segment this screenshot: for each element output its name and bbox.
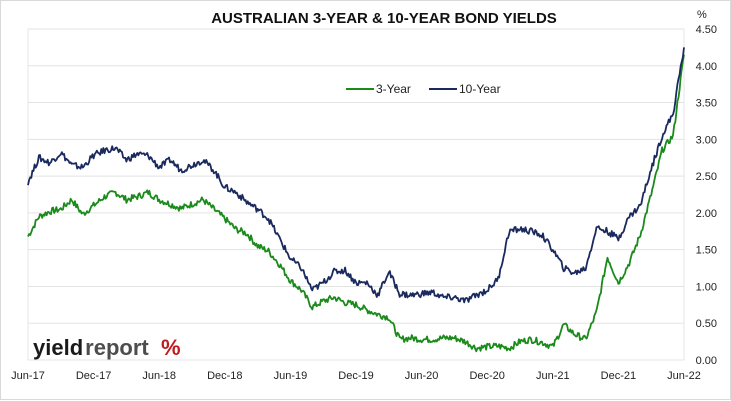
x-axis-ticks: Jun-17 Dec-17 Jun-18 Dec-18 Jun-19 Dec-19 Jun-… [11,370,701,382]
legend: 3-Year 10-Year [346,82,501,96]
x-tick-label: Dec-19 [338,370,373,382]
legend-label: 3-Year [376,82,411,96]
x-tick-label: Jun-21 [536,370,570,382]
y-tick-label: 2.50 [696,171,717,183]
x-tick-label: Jun-19 [274,370,308,382]
y-tick-label: 4.00 [696,61,717,73]
gridlines [28,28,684,324]
x-tick-label: Jun-17 [11,370,45,382]
series-lines [27,47,685,353]
y-tick-label: 3.00 [696,134,717,146]
y-tick-label: 3.50 [696,98,717,110]
y-tick-label: 0.50 [696,318,717,330]
series-line-3-year [27,54,685,353]
y-unit-label: % [697,9,707,21]
chart-title: AUSTRALIAN 3-YEAR & 10-YEAR BOND YIELDS [211,10,557,27]
x-tick-label: Dec-18 [207,370,242,382]
series-line-10-year [27,47,685,304]
logo-yield-text: yield [33,335,83,360]
plot-area [27,28,685,361]
legend-label: 10-Year [459,82,501,96]
y-tick-label: 1.00 [696,281,717,293]
y-tick-label: 1.50 [696,245,717,257]
y-axis-ticks: 0.00 0.50 1.00 1.50 2.00 2.50 3.00 3.50 4.00 4.50 [696,24,717,367]
svg-text:yieldreport: yieldreport [33,335,149,360]
yieldreport-logo: yieldreport % [33,335,181,360]
x-tick-label: Jun-18 [142,370,176,382]
logo-percent-symbol: % [161,335,181,360]
y-tick-label: 0.00 [696,355,717,367]
x-tick-label: Dec-21 [601,370,636,382]
y-tick-label: 2.00 [696,208,717,220]
x-tick-label: Dec-20 [469,370,504,382]
x-tick-label: Jun-20 [405,370,439,382]
x-tick-label: Jun-22 [667,370,701,382]
x-tick-label: Dec-17 [76,370,111,382]
y-tick-label: 4.50 [696,24,717,36]
logo-report-text: report [85,335,149,360]
